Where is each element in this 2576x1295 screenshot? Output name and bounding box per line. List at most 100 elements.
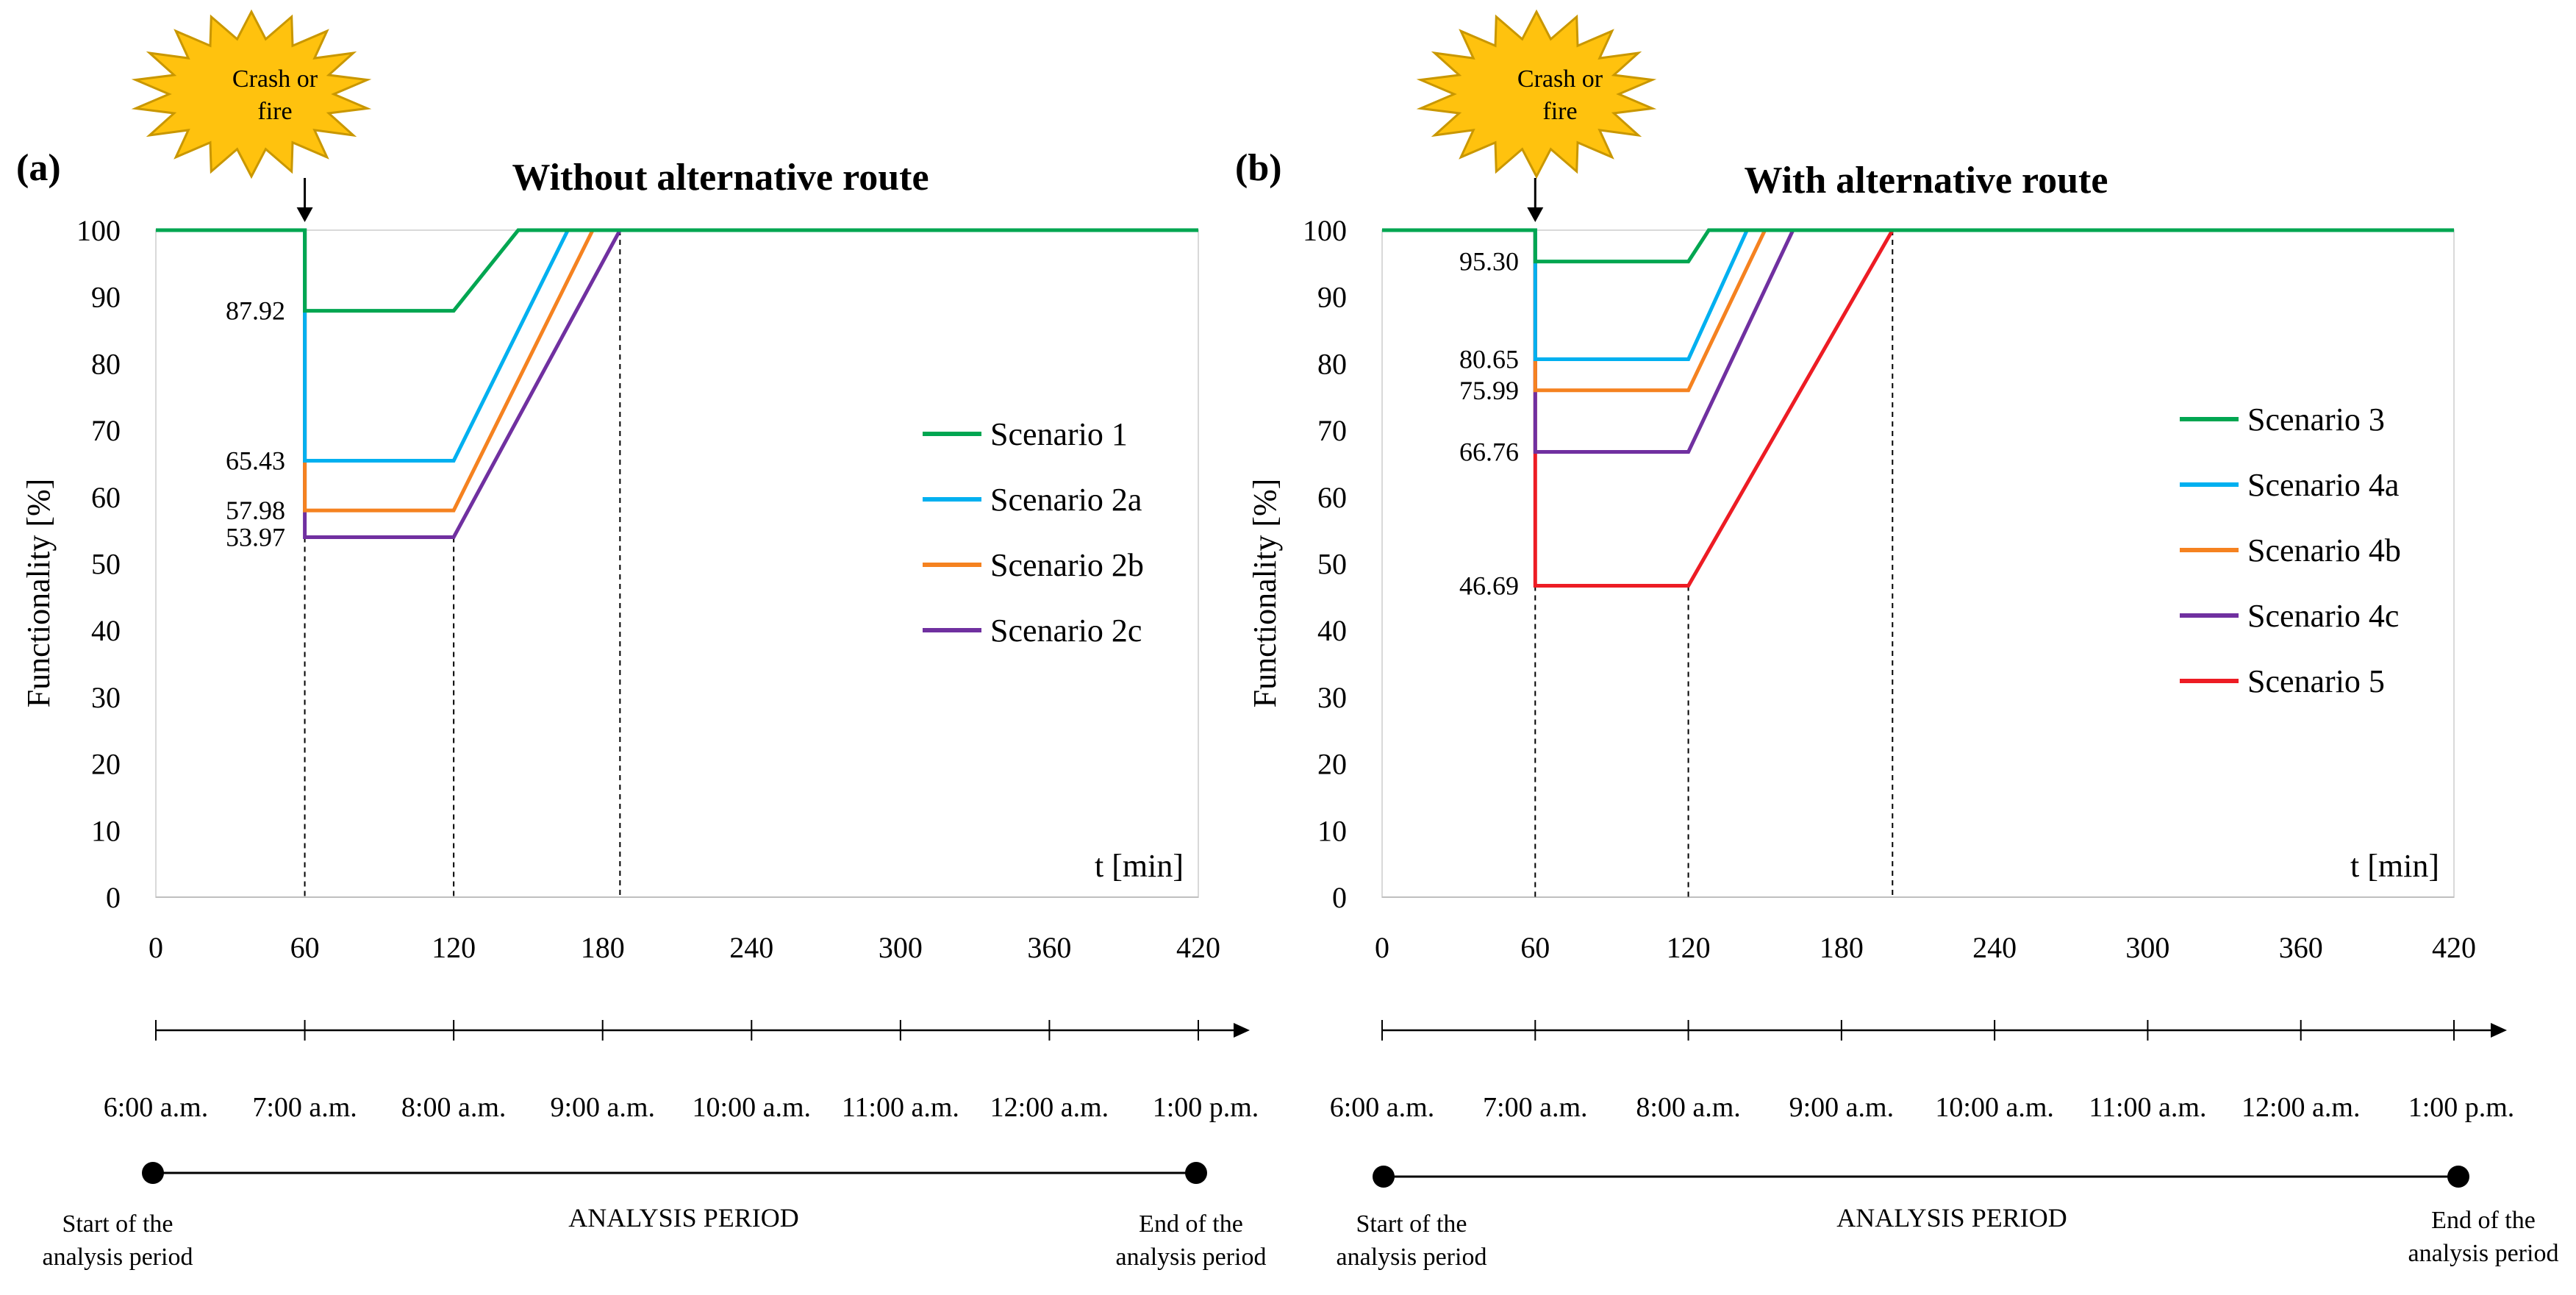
y-tick-label: 80: [1317, 347, 1347, 380]
value-label: 46.69: [1459, 571, 1519, 601]
value-label: 57.98: [226, 496, 285, 525]
value-label: 87.92: [226, 296, 285, 326]
analysis-end-marker: [2447, 1166, 2469, 1188]
timeline-time-label: 1:00 p.m.: [1153, 1092, 1259, 1123]
burst-label-line-2: fire: [257, 98, 292, 125]
legend-label: Scenario 2a: [990, 482, 1142, 518]
timeline-time-label: 7:00 a.m.: [1483, 1092, 1587, 1123]
burst-icon: [131, 9, 372, 179]
x-tick-label: 0: [149, 931, 163, 964]
analysis-start-marker: [1373, 1166, 1395, 1188]
value-label: 75.99: [1459, 376, 1519, 405]
y-tick-label: 90: [91, 281, 121, 314]
x-tick-label: 300: [879, 931, 923, 964]
timeline-time-label: 8:00 a.m.: [1636, 1092, 1740, 1123]
y-tick-label: 100: [1303, 214, 1347, 247]
x-tick-label: 120: [1667, 931, 1711, 964]
event-arrow-head: [296, 207, 313, 222]
x-tick-label: 420: [2432, 931, 2476, 964]
timeline-time-label: 11:00 a.m.: [842, 1092, 959, 1123]
x-axis-label: t [min]: [1095, 848, 1184, 884]
x-tick-label: 360: [2279, 931, 2323, 964]
timeline-time-label: 6:00 a.m.: [104, 1092, 208, 1123]
x-tick-label: 300: [2125, 931, 2169, 964]
burst-label-line-1: Crash or: [1517, 65, 1603, 93]
start-label-line-1: Start of the: [62, 1210, 173, 1238]
legend-label: Scenario 2b: [990, 547, 1144, 583]
burst-label-line-1: Crash or: [232, 65, 318, 93]
y-tick-label: 40: [1317, 614, 1347, 647]
panel-b: (b) With alternative route Crash or fire 0 10…: [1235, 9, 2559, 1271]
x-tick-label: 240: [729, 931, 773, 964]
series-line-scenario-4a: [1382, 228, 2454, 361]
y-tick-label: 60: [91, 481, 121, 514]
x-tick-label: 420: [1176, 931, 1220, 964]
value-label: 65.43: [226, 446, 285, 476]
timeline-time-label: 7:00 a.m.: [252, 1092, 357, 1123]
end-label-line-2: analysis period: [1116, 1244, 1267, 1271]
timeline-time-label: 1:00 p.m.: [2408, 1092, 2515, 1123]
end-label-line-1: End of the: [1139, 1210, 1243, 1238]
start-label-line-1: Start of the: [1356, 1210, 1467, 1238]
y-axis-label: Functionality [%]: [21, 479, 57, 708]
y-tick-label: 0: [106, 881, 121, 914]
x-tick-label: 0: [1375, 931, 1389, 964]
series-line-scenario-3: [1382, 228, 2454, 264]
x-tick-label: 60: [1520, 931, 1550, 964]
value-label: 95.30: [1459, 247, 1519, 277]
legend-label: Scenario 2c: [990, 613, 1142, 649]
y-axis-label: Functionality [%]: [1247, 479, 1283, 708]
end-label-line-2: analysis period: [2408, 1240, 2559, 1267]
start-label-line-2: analysis period: [43, 1244, 193, 1271]
y-tick-label: 70: [1317, 414, 1347, 447]
burst-icon: [1416, 9, 1657, 179]
x-tick-label: 180: [581, 931, 625, 964]
timeline-time-label: 8:00 a.m.: [401, 1092, 506, 1123]
timeline-time-label: 9:00 a.m.: [550, 1092, 654, 1123]
y-tick-label: 30: [91, 681, 121, 714]
timeline-time-label: 12:00 a.m.: [2242, 1092, 2360, 1123]
y-tick-label: 70: [91, 414, 121, 447]
legend-label: Scenario 4c: [2247, 598, 2399, 634]
y-tick-label: 100: [76, 214, 121, 247]
x-tick-label: 60: [290, 931, 320, 964]
value-label: 66.76: [1459, 437, 1519, 466]
analysis-end-marker: [1185, 1162, 1207, 1184]
panel-label: (a): [16, 147, 61, 189]
chart-title: Without alternative route: [512, 157, 929, 199]
legend-label: Scenario 1: [990, 416, 1128, 452]
timeline-arrowhead: [2491, 1023, 2507, 1038]
timeline-time-label: 12:00 a.m.: [990, 1092, 1109, 1123]
y-tick-label: 40: [91, 614, 121, 647]
timeline-arrowhead: [1234, 1023, 1250, 1038]
chart-title: With alternative route: [1745, 160, 2108, 201]
y-tick-label: 20: [91, 748, 121, 781]
y-tick-label: 60: [1317, 481, 1347, 514]
y-tick-label: 20: [1317, 748, 1347, 781]
series-line-scenario-2b: [156, 228, 1198, 513]
x-tick-label: 360: [1027, 931, 1071, 964]
legend-label: Scenario 3: [2247, 402, 2385, 438]
y-tick-label: 50: [1317, 548, 1347, 581]
x-axis-label: t [min]: [2350, 848, 2439, 884]
timeline-time-label: 10:00 a.m.: [1935, 1092, 2053, 1123]
y-tick-label: 10: [91, 814, 121, 847]
legend-label: Scenario 4b: [2247, 532, 2401, 568]
timeline-time-label: 9:00 a.m.: [1789, 1092, 1894, 1123]
event-arrow-head: [1527, 207, 1544, 222]
timeline-time-label: 11:00 a.m.: [2089, 1092, 2206, 1123]
y-tick-label: 80: [91, 347, 121, 380]
panel-a: (a) Without alternative route Crash or fire…: [16, 9, 1267, 1271]
analysis-period-label: ANALYSIS PERIOD: [1836, 1203, 2067, 1232]
start-label-line-2: analysis period: [1337, 1244, 1487, 1271]
series-line-scenario-1: [156, 228, 1198, 313]
y-tick-label: 10: [1317, 814, 1347, 847]
burst-label-line-2: fire: [1542, 98, 1577, 125]
panel-label: (b): [1235, 147, 1282, 189]
x-tick-label: 120: [432, 931, 476, 964]
y-tick-label: 0: [1332, 881, 1347, 914]
y-tick-label: 50: [91, 548, 121, 581]
y-tick-label: 30: [1317, 681, 1347, 714]
